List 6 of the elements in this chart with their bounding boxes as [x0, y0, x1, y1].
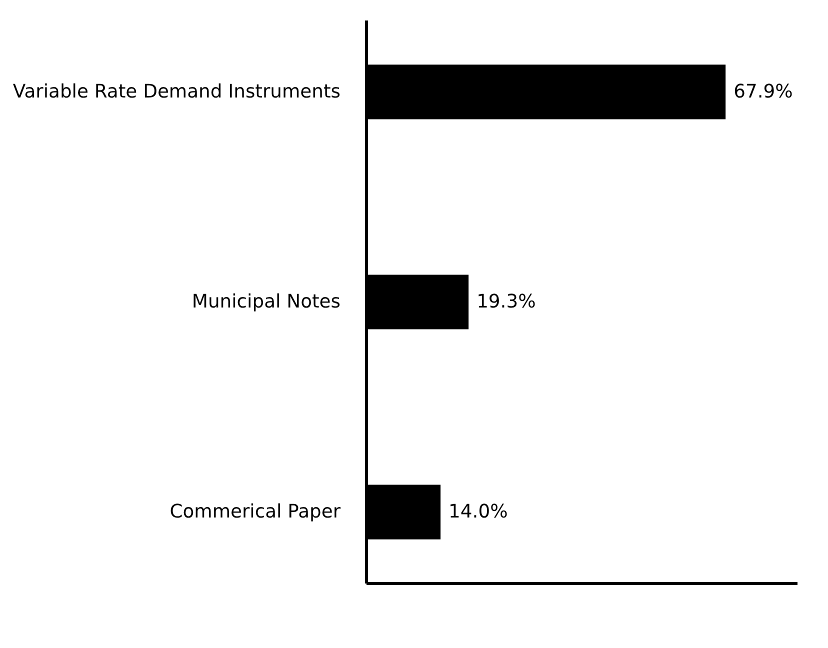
data-label: 14.0% — [448, 502, 508, 523]
data-label: 19.3% — [476, 292, 536, 312]
y-tick-label: Municipal Notes — [192, 292, 340, 312]
data-label: 67.9% — [734, 81, 793, 102]
y-tick-label: Variable Rate Demand Instruments — [12, 81, 341, 102]
y-tick-label: Commerical Paper — [170, 502, 341, 523]
